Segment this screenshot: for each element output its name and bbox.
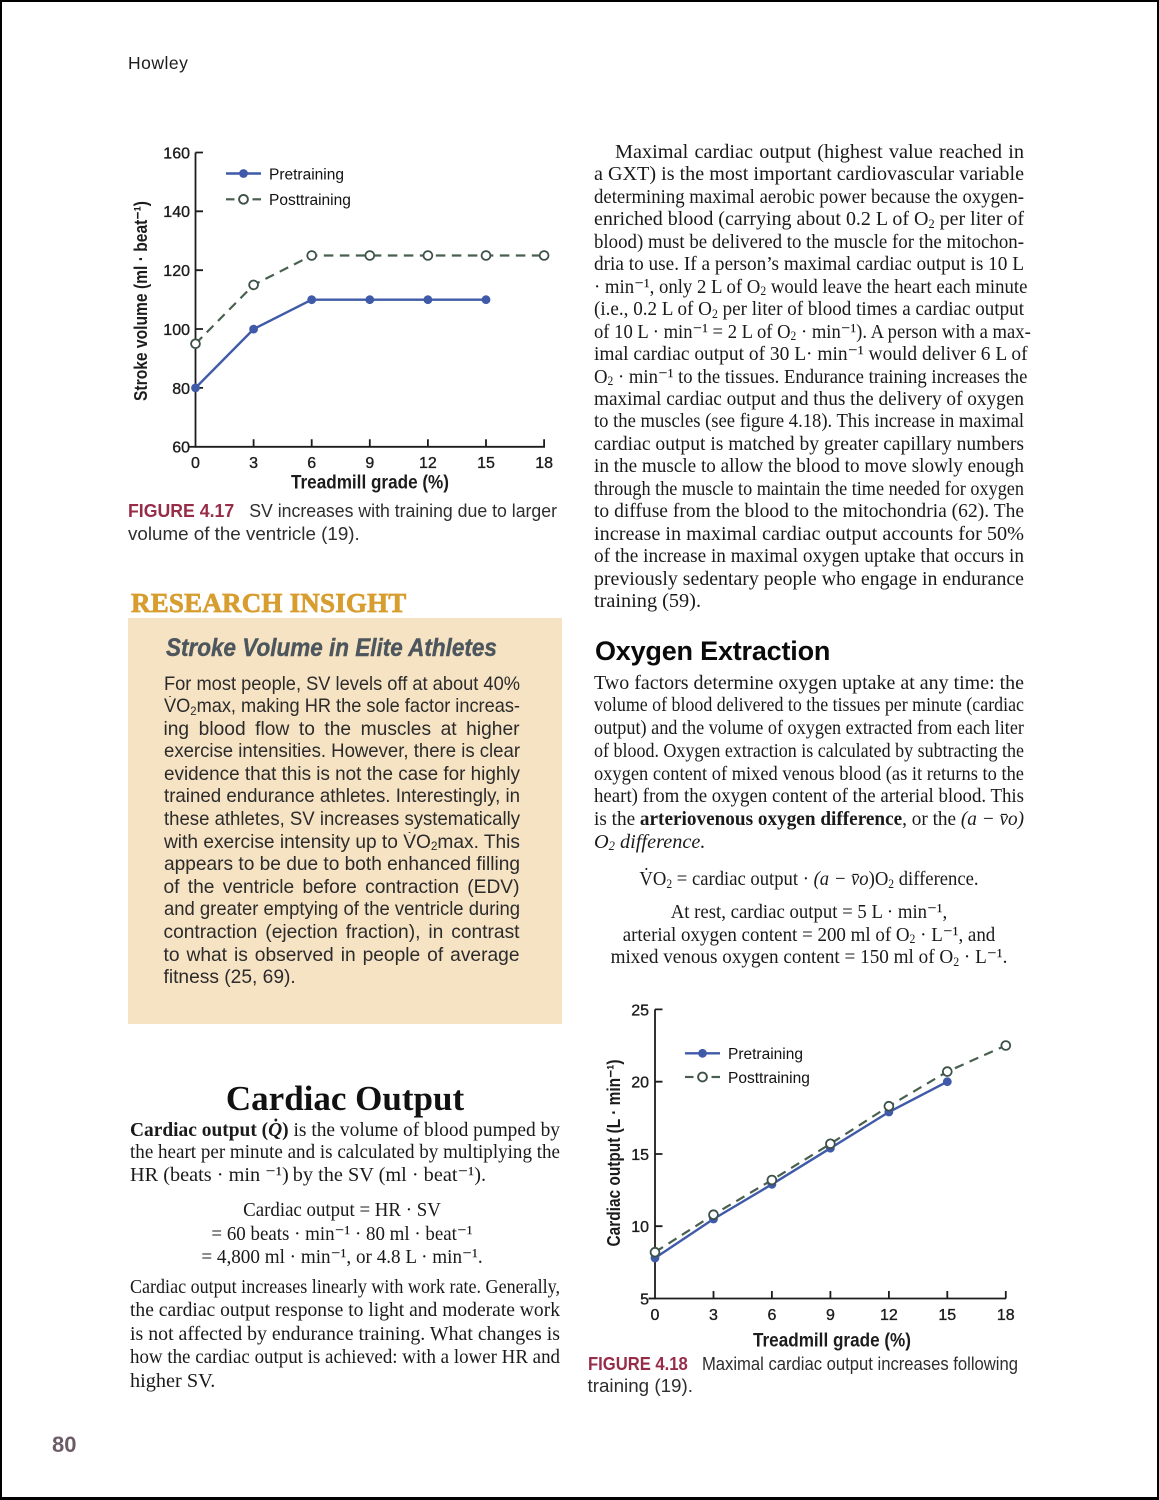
svg-text:9: 9	[365, 455, 374, 472]
svg-text:Treadmill grade (%): Treadmill grade (%)	[291, 473, 449, 494]
svg-text:15: 15	[631, 1147, 649, 1164]
svg-text:0: 0	[651, 1307, 660, 1324]
svg-text:0: 0	[191, 455, 200, 472]
svg-text:10: 10	[631, 1219, 649, 1236]
svg-text:Pretraining: Pretraining	[269, 166, 344, 183]
svg-text:Treadmill grade (%): Treadmill grade (%)	[753, 1331, 911, 1352]
svg-text:Stroke volume (ml · beat⁻¹): Stroke volume (ml · beat⁻¹)	[130, 201, 151, 401]
svg-text:3: 3	[249, 455, 258, 472]
svg-text:Pretraining: Pretraining	[728, 1046, 803, 1063]
svg-text:12: 12	[419, 455, 437, 472]
svg-text:15: 15	[938, 1307, 956, 1324]
svg-text:6: 6	[307, 455, 316, 472]
svg-text:100: 100	[163, 322, 190, 339]
svg-text:12: 12	[880, 1307, 898, 1324]
svg-text:Posttraining: Posttraining	[728, 1070, 810, 1087]
svg-text:3: 3	[709, 1307, 718, 1324]
svg-text:Cardiac output (L · min⁻¹): Cardiac output (L · min⁻¹)	[603, 1060, 624, 1247]
svg-text:20: 20	[631, 1075, 649, 1092]
svg-text:140: 140	[163, 204, 190, 221]
svg-text:9: 9	[826, 1307, 835, 1324]
svg-text:5: 5	[640, 1291, 649, 1308]
svg-text:80: 80	[172, 381, 190, 398]
svg-text:18: 18	[535, 455, 553, 472]
svg-text:160: 160	[163, 145, 190, 162]
svg-text:60: 60	[172, 440, 190, 457]
svg-text:15: 15	[477, 455, 495, 472]
svg-text:18: 18	[997, 1307, 1015, 1324]
svg-text:6: 6	[767, 1307, 776, 1324]
svg-text:25: 25	[631, 1002, 649, 1019]
svg-text:120: 120	[163, 263, 190, 280]
svg-text:Posttraining: Posttraining	[269, 192, 351, 209]
